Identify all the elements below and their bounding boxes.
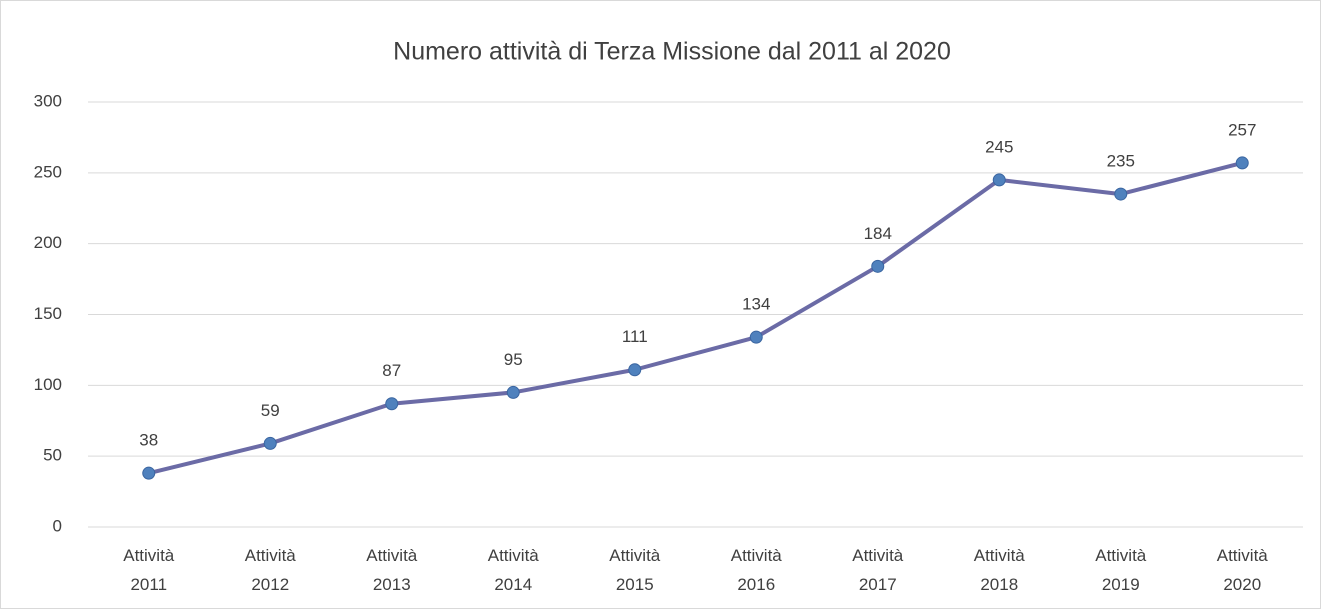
data-label: 134 — [742, 295, 770, 314]
x-tick-label: Attività 2012 — [245, 546, 297, 594]
x-tick-label: Attività 2017 — [852, 546, 904, 594]
marker — [385, 397, 399, 411]
marker — [1235, 156, 1249, 170]
marker — [263, 436, 277, 450]
marker — [871, 259, 885, 273]
marker — [992, 173, 1006, 187]
data-label: 111 — [622, 327, 648, 346]
x-tick-label: Attività 2015 — [609, 546, 661, 594]
y-tick-label: 100 — [34, 375, 62, 394]
x-tick-label: Attività 2016 — [731, 546, 783, 594]
data-label: 235 — [1107, 152, 1135, 171]
data-label: 184 — [864, 224, 892, 243]
x-tick-label: Attività 2019 — [1095, 546, 1147, 594]
y-tick-label: 250 — [34, 162, 62, 181]
data-label: 38 — [139, 431, 158, 450]
x-tick-label: Attività 2014 — [488, 546, 540, 594]
x-tick-label: Attività 2018 — [974, 546, 1026, 594]
data-label: 257 — [1228, 120, 1256, 139]
line — [148, 160, 1243, 476]
chart-title: Numero attività di Terza Missione dal 20… — [393, 38, 951, 66]
data-label: 59 — [261, 401, 280, 420]
y-tick-label: 0 — [53, 516, 62, 535]
marker — [506, 385, 520, 399]
marker — [749, 330, 763, 344]
x-tick-label: Attività 2020 — [1217, 546, 1269, 594]
y-tick-label: 200 — [34, 233, 62, 252]
marker — [1114, 187, 1128, 201]
y-tick-label: 150 — [34, 304, 62, 323]
data-label: 95 — [504, 350, 523, 369]
x-tick-label: Attività 2011 — [123, 546, 175, 594]
marker — [628, 363, 642, 377]
marker — [142, 466, 156, 480]
x-tick-label: Attività 2013 — [366, 546, 418, 594]
data-label: 87 — [382, 361, 401, 380]
y-tick-label: 300 — [34, 91, 62, 110]
data-label: 245 — [985, 137, 1013, 156]
y-tick-label: 50 — [43, 446, 62, 465]
